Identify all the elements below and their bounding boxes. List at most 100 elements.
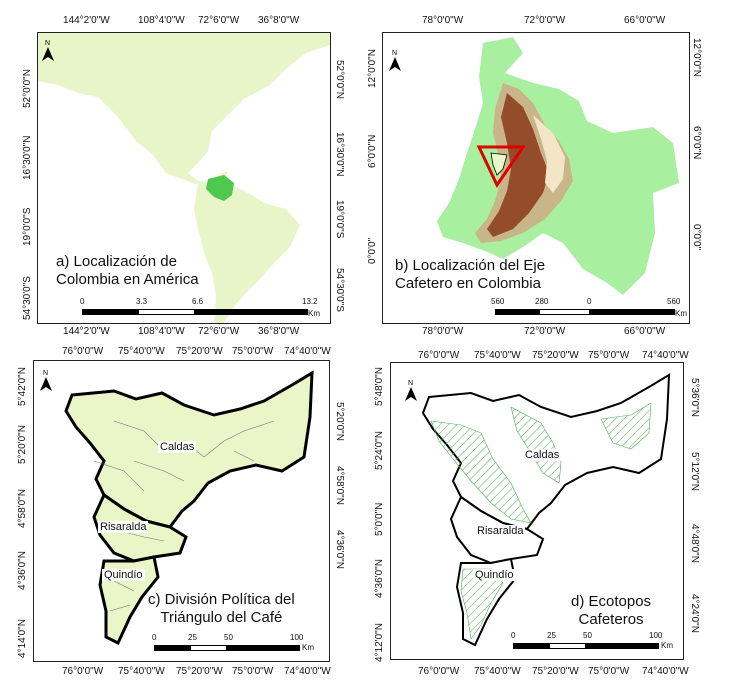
scale-label: 0 [587, 297, 592, 306]
right-tick: 0°0'0" [691, 224, 702, 251]
panel-d-ecotopes: 76°0'0"W 75°40'0"W 75°20'0"W 75°0'0"W 74… [368, 340, 736, 680]
scale-unit: Km [308, 309, 320, 318]
scale-label: 280 [535, 297, 549, 306]
right-tick: 54°30'0"S [334, 268, 345, 312]
region-label-quindio: Quindío [473, 569, 516, 581]
region-label-caldas: Caldas [523, 449, 562, 461]
svg-text:N: N [408, 380, 413, 387]
panel-c-political: 76°0'0"W 75°40'0"W 75°20'0"W 75°0'0"W 74… [0, 340, 368, 680]
scale-label: 3.3 [136, 297, 148, 306]
scale-unit: Km [675, 309, 687, 318]
bottom-tick: 75°40'0"W [118, 666, 165, 677]
scale-bar: 0 25 50 100 Km [152, 633, 322, 655]
panel-b-colombia: 78°0'0"W 72°0'0"W 66°0'0"W N b) Localiza… [367, 0, 736, 340]
north-arrow-icon: N [40, 370, 52, 391]
left-tick: 6°0'0"N [367, 134, 378, 168]
map-frame: N Caldas Risaralda Quindío c) División P… [33, 360, 330, 662]
scale-label: 50 [224, 633, 233, 642]
right-tick: 12°0'0"N [691, 38, 702, 77]
top-tick: 108°4'0"W [138, 15, 185, 26]
right-tick: 19°0'0"S [334, 200, 345, 239]
bottom-tick: 76°0'0"W [418, 666, 460, 677]
map-frame: N Caldas Risaralda Quindío d) Ecotopos C… [390, 362, 684, 660]
right-tick: 5°36'0"N [689, 378, 700, 417]
scale-label: 560 [667, 297, 681, 306]
caption-line: Cafeteros [578, 611, 644, 628]
right-tick: 4°24'0"N [689, 594, 700, 633]
right-tick: 52°0'0"N [334, 60, 345, 99]
north-america-landmass [38, 33, 330, 198]
top-tick: 78°0'0"W [422, 15, 464, 26]
eje-cafetero-area [490, 152, 508, 176]
caption-a: a) Localización de Colombia en América [56, 253, 199, 289]
scale-label: 0 [80, 297, 85, 306]
ecotope-zone [600, 402, 652, 450]
left-tick: 4°36'0"N [374, 559, 385, 598]
region-label-quindio: Quindío [102, 569, 145, 581]
top-tick: 76°0'0"W [62, 346, 104, 357]
south-america-landmass [194, 183, 300, 323]
map-frame: N a) Localización de Colombia en América… [37, 32, 331, 324]
region-label-risaralda: Risaralda [475, 525, 526, 537]
left-tick: 4°14'0"N [17, 619, 28, 658]
bottom-tick: 36°8'0"W [258, 326, 300, 337]
right-tick: 16°30'0"N [334, 132, 345, 177]
bottom-tick: 78°0'0"W [422, 326, 464, 337]
ecotope-zone [510, 406, 562, 484]
top-tick: 75°20'0"W [532, 350, 579, 361]
scale-label: 25 [188, 633, 197, 642]
map-frame: N b) Localización del Eje Cafetero en Co… [382, 32, 690, 324]
greenland [248, 33, 300, 63]
caption-line: Cafetero en Colombia [395, 275, 541, 292]
scale-bar: 560 280 0 560 Km [491, 297, 687, 319]
caption-line: c) División Política del [148, 591, 295, 608]
svg-text:N: N [45, 40, 50, 47]
left-tick: 16°30'0"N [22, 135, 33, 181]
scale-bar: 0 3.3 6.6 13.2 Km [80, 297, 320, 319]
north-arrow-icon: N [42, 40, 54, 61]
right-tick: 4°48'0"N [689, 524, 700, 563]
bottom-tick: 74°40'0"W [284, 666, 331, 677]
bottom-tick: 75°20'0"W [176, 666, 223, 677]
scale-label: 13.2 [302, 297, 318, 306]
left-tick: 5°0'0"N [374, 502, 385, 536]
bottom-tick: 75°20'0"W [532, 666, 579, 677]
scale-label: 6.6 [192, 297, 204, 306]
andes-relief-dark [487, 93, 549, 237]
left-tick: 12°0'0"N [367, 49, 378, 88]
left-tick: 52°0'0"N [22, 69, 33, 108]
right-tick: 4°58'0"N [334, 466, 345, 505]
scale-label: 0 [511, 631, 516, 640]
svg-text:N: N [43, 370, 48, 377]
caption-line: b) Localización del Eje [395, 257, 546, 274]
caption-c: c) División Política del Triángulo del C… [148, 591, 295, 627]
left-tick: 5°48'0"N [374, 367, 385, 406]
caption-line: Triángulo del Café [160, 609, 283, 626]
left-tick: 0°0'0" [367, 237, 378, 264]
left-tick: 5°42'0"N [17, 367, 28, 406]
svg-text:N: N [392, 50, 397, 57]
top-tick: 75°0'0"W [232, 346, 274, 357]
colombia-map [437, 37, 679, 295]
scale-label: 100 [649, 631, 663, 640]
top-tick: 75°20'0"W [176, 346, 223, 357]
left-tick: 19°0'0"S [22, 207, 33, 246]
bottom-tick: 74°40'0"W [642, 666, 689, 677]
scale-label: 50 [583, 631, 592, 640]
top-tick: 75°40'0"W [474, 350, 521, 361]
caption-d: d) Ecotopos Cafeteros [571, 593, 651, 629]
right-tick: 5°12'0"N [689, 452, 700, 491]
top-tick: 144°2'0"W [63, 15, 110, 26]
scale-label: 560 [491, 297, 505, 306]
scale-label: 0 [152, 633, 157, 642]
top-tick: 74°40'0"W [284, 346, 331, 357]
top-tick: 75°40'0"W [118, 346, 165, 357]
bottom-tick: 72°6'0"W [198, 326, 240, 337]
left-tick: 5°24'0"N [374, 431, 385, 470]
top-tick: 66°0'0"W [624, 15, 666, 26]
right-tick: 4°36'0"N [334, 530, 345, 569]
region-label-risaralda: Risaralda [98, 521, 149, 533]
bottom-tick: 144°2'0"W [63, 326, 110, 337]
top-tick: 72°0'0"W [524, 15, 566, 26]
colombia-highlight [206, 175, 234, 201]
